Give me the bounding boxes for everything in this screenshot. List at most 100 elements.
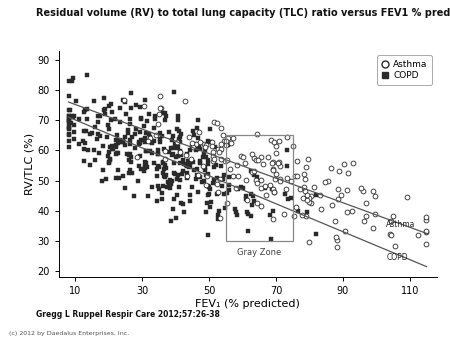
COPD [109, 143, 116, 148]
COPD [154, 164, 162, 169]
Asthma [223, 138, 230, 143]
COPD [248, 213, 255, 218]
COPD [94, 119, 101, 124]
COPD [122, 100, 129, 105]
Asthma [220, 132, 227, 137]
COPD [176, 134, 183, 140]
COPD [205, 183, 212, 188]
COPD [166, 185, 174, 190]
COPD [212, 145, 219, 150]
Asthma [217, 156, 225, 161]
COPD [173, 143, 180, 148]
Asthma [220, 138, 228, 143]
COPD [142, 130, 149, 136]
COPD [99, 178, 106, 184]
Asthma [280, 212, 288, 217]
Asthma [328, 203, 335, 208]
COPD [94, 136, 101, 142]
Asthma [253, 178, 260, 183]
Asthma [284, 175, 291, 181]
Asthma [269, 159, 276, 165]
COPD [202, 167, 209, 173]
COPD [170, 171, 177, 176]
COPD [66, 107, 73, 113]
Asthma [284, 134, 291, 140]
COPD [196, 161, 203, 166]
Asthma [202, 182, 209, 187]
Asthma [332, 218, 339, 224]
COPD [127, 105, 135, 111]
COPD [219, 176, 226, 182]
COPD [80, 158, 87, 164]
COPD [75, 116, 82, 121]
COPD [122, 135, 129, 140]
COPD [244, 228, 251, 233]
COPD [219, 184, 226, 189]
COPD [69, 75, 76, 80]
COPD [194, 136, 202, 141]
COPD [136, 164, 143, 169]
COPD [166, 149, 173, 155]
COPD [148, 140, 156, 146]
Asthma [194, 173, 202, 178]
COPD [167, 218, 175, 224]
COPD [131, 131, 138, 137]
COPD [145, 111, 153, 116]
Asthma [254, 158, 261, 163]
Asthma [216, 215, 224, 221]
COPD [119, 173, 126, 178]
Asthma [335, 168, 342, 173]
Asthma [360, 218, 367, 223]
Asthma [270, 189, 277, 194]
COPD [207, 186, 214, 191]
COPD [141, 159, 149, 165]
Asthma [257, 185, 265, 190]
COPD [171, 142, 178, 147]
Asthma [342, 228, 349, 234]
COPD [174, 153, 181, 159]
COPD [114, 141, 122, 146]
COPD [204, 171, 212, 177]
COPD [104, 134, 111, 140]
COPD [154, 151, 162, 157]
Asthma [343, 209, 350, 215]
COPD [127, 154, 135, 160]
COPD [237, 185, 244, 190]
COPD [204, 233, 212, 238]
COPD [192, 176, 199, 181]
Y-axis label: RV/TLC (%): RV/TLC (%) [24, 133, 34, 195]
Asthma [253, 132, 260, 137]
COPD [132, 103, 139, 108]
Asthma [233, 186, 240, 191]
COPD [81, 110, 88, 115]
COPD [202, 147, 209, 152]
COPD [135, 141, 142, 146]
Asthma [270, 166, 277, 172]
COPD [221, 205, 229, 211]
COPD [162, 113, 169, 119]
Asthma [277, 176, 284, 182]
Asthma [297, 186, 304, 192]
COPD [185, 164, 192, 169]
COPD [169, 152, 176, 158]
COPD [217, 164, 225, 169]
COPD [136, 104, 143, 110]
COPD [140, 137, 147, 143]
COPD [184, 151, 191, 157]
Asthma [224, 158, 231, 163]
COPD [204, 139, 212, 144]
Asthma [266, 182, 274, 188]
COPD [176, 128, 183, 134]
Asthma [292, 204, 299, 210]
COPD [225, 187, 233, 193]
Asthma [360, 188, 367, 193]
Asthma [272, 144, 279, 149]
Asthma [333, 238, 340, 243]
Asthma [333, 234, 340, 240]
COPD [100, 96, 108, 101]
Asthma [184, 173, 191, 179]
Asthma [269, 161, 276, 166]
COPD [108, 146, 115, 151]
COPD [159, 190, 166, 195]
COPD [168, 138, 176, 143]
